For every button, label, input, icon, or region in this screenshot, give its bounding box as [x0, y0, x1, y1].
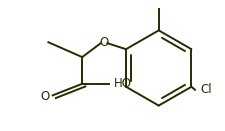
Text: Cl: Cl [200, 83, 211, 96]
Text: O: O [41, 90, 50, 103]
Text: O: O [99, 36, 108, 49]
Text: HO: HO [114, 77, 132, 90]
